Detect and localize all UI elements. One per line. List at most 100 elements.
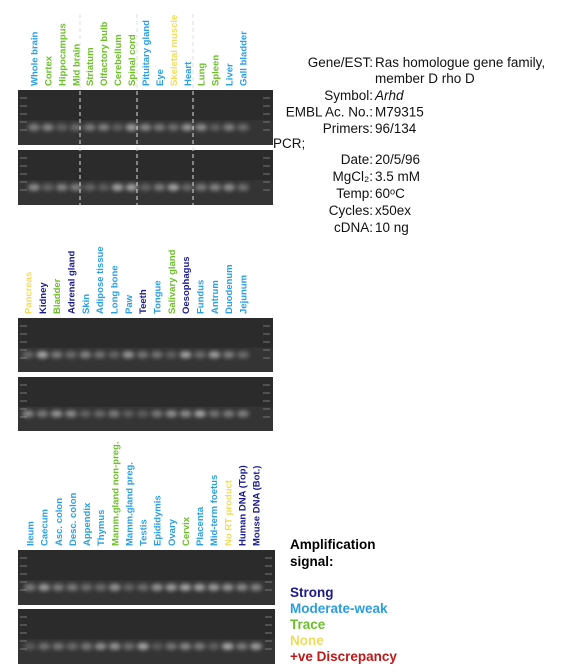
lane-label: Pancreas [24, 272, 35, 314]
gel-band [24, 642, 36, 650]
gel-band [94, 642, 107, 650]
gel-band [65, 351, 77, 359]
lane-label: Mid-term foetus [209, 475, 220, 546]
gel-band [97, 123, 110, 131]
lane-label: Hippocampus [57, 23, 68, 86]
gel-band [122, 642, 135, 650]
lane-label: Tongue [153, 280, 164, 314]
gels [18, 14, 275, 664]
lane-label: Adipose tissue [95, 246, 106, 314]
gel-band [151, 410, 163, 418]
gel-band [28, 183, 40, 191]
legend-title: Amplification [290, 537, 376, 552]
gel-band [250, 642, 262, 650]
info-value: 96/134 [375, 121, 417, 136]
gel-band [237, 183, 249, 191]
legend-item: Strong [290, 585, 334, 600]
gel-band [193, 642, 206, 650]
gel-band [38, 642, 51, 650]
lane-label: Duodenum [224, 264, 235, 314]
gel-band [165, 351, 178, 359]
lane-label: Spleen [211, 55, 222, 86]
gel-band [69, 183, 82, 191]
gel-band [69, 123, 82, 131]
legend-item: None [290, 633, 324, 648]
gel-band [167, 183, 180, 191]
lane-label: Mamm.gland preg. [124, 462, 135, 546]
gel-band [209, 183, 222, 191]
info-value: M79315 [375, 105, 424, 120]
info-value: Ras homologue gene family, [375, 55, 545, 70]
gel-band [41, 183, 54, 191]
gel-band [235, 642, 248, 650]
lane-label: Skin [81, 294, 92, 314]
gel-band [108, 351, 120, 359]
info-value: 20/5/96 [375, 152, 420, 167]
gel-band [36, 351, 49, 359]
gel-band [165, 410, 178, 418]
gel-band [195, 123, 208, 131]
legend-item: Trace [290, 617, 326, 632]
gel-band [250, 583, 262, 591]
gel-band [181, 183, 194, 191]
gel-band [222, 351, 235, 359]
info-label: cDNA: [334, 220, 373, 235]
lane-label: Desc. colon [68, 492, 79, 546]
lane-label: Ileum [26, 521, 37, 546]
lane-label: Caecum [40, 509, 51, 546]
info-value: 10 ng [375, 220, 409, 235]
lane-label: Salivary gland [167, 249, 178, 314]
lane-label: Heart [183, 61, 194, 86]
lane-label: Gall bladder [239, 31, 250, 86]
gel-band [153, 183, 166, 191]
lane-label: Epididymis [153, 495, 164, 546]
gel-band [223, 123, 236, 131]
lane-label: Ovary [167, 518, 178, 546]
lane-label: Thymus [96, 510, 107, 546]
info-label: EMBL Ac. No.: [286, 105, 373, 120]
legend-title: signal: [290, 554, 334, 569]
legend: Amplification signal: StrongModerate-weakT… [290, 537, 397, 664]
info-value: member D rho D [375, 71, 475, 86]
lane-label: Testis [139, 519, 150, 546]
gel-band [79, 410, 92, 418]
info-label: Cycles: [329, 203, 373, 218]
info-label: Temp: [336, 186, 373, 201]
gel-band [151, 583, 164, 591]
gel-band [137, 642, 149, 650]
gel-band [209, 123, 222, 131]
gel-band [137, 583, 149, 591]
lane-label: Appendix [82, 502, 93, 546]
gel-band [50, 410, 63, 418]
gel-band [136, 410, 149, 418]
gel-band [28, 123, 40, 131]
lane-label: Eye [155, 69, 166, 86]
gel-band [181, 123, 194, 131]
gel-band [83, 123, 96, 131]
lane-label: Paw [124, 294, 135, 314]
gel-band [195, 183, 208, 191]
gel-band [97, 183, 110, 191]
gel-band [111, 123, 124, 131]
lane-label: Fundus [196, 280, 207, 314]
gel-band [139, 123, 152, 131]
info-value: Arhd [374, 88, 404, 103]
gel-band [52, 642, 65, 650]
legend-item: Moderate-weak [290, 601, 388, 616]
gel-band [94, 583, 107, 591]
gel-band [50, 351, 63, 359]
gel-band [151, 642, 164, 650]
lane-label: Pituitary gland [141, 20, 152, 86]
pcr-heading: PCR; [273, 136, 305, 151]
lane-label: Teeth [138, 289, 149, 314]
gel-band [108, 583, 121, 591]
info-label: Date: [341, 152, 373, 167]
gel-band [22, 351, 34, 359]
info-block: Gene/EST: Ras homologue gene family,membe… [273, 55, 545, 235]
gel-band [122, 583, 135, 591]
gel-band [55, 123, 68, 131]
lane-label: Jejunum [239, 275, 250, 314]
gel-band [93, 410, 106, 418]
lane-label: Long bone [110, 265, 121, 314]
